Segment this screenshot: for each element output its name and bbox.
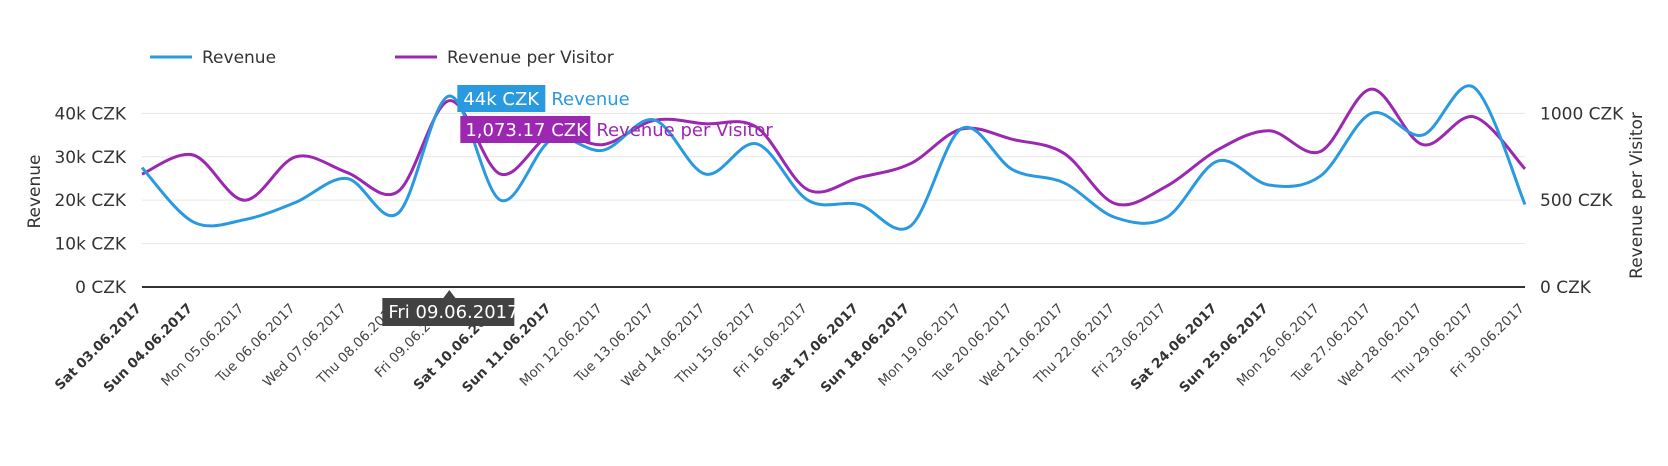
right-axis: 0 CZK 500 CZK 1000 CZK [1540,104,1624,298]
tooltip-revenue-name: Revenue [551,89,629,110]
tooltip-date: Fri 09.06.2017 [382,290,519,326]
right-tick-label: 0 CZK [1540,278,1592,298]
x-tick-label: Sat 03.06.2017 [52,301,145,394]
x-tick-label: Sun 18.06.2017 [818,301,914,397]
left-axis: 0 CZK 10k CZK 20k CZK 30k CZK 40k CZK [54,104,126,298]
x-tick-label: Sat 17.06.2017 [769,301,862,394]
tooltip: 44k CZK Revenue 1,073.17 CZK Revenue per… [382,85,773,326]
tooltip-date-arrow [443,290,456,298]
legend-label-rpv: Revenue per Visitor [447,48,614,68]
left-tick-label: 30k CZK [54,148,126,168]
x-tick-label: Sat 24.06.2017 [1128,301,1221,394]
tooltip-date-box [382,298,515,326]
tooltip-rpv-box [460,116,591,143]
legend-item-revenue[interactable]: Revenue [150,48,276,68]
tooltip-revenue-box [457,85,546,112]
right-axis-title: Revenue per Visitor [1627,112,1647,279]
legend[interactable]: Revenue Revenue per Visitor [150,48,614,68]
right-tick-label: 1000 CZK [1540,104,1624,124]
right-tick-label: 500 CZK [1540,191,1613,211]
left-tick-label: 0 CZK [75,278,127,298]
series-lines [140,84,1527,231]
left-tick-label: 40k CZK [54,104,126,124]
tooltip-rpv: 1,073.17 CZK Revenue per Visitor [460,116,773,143]
legend-label-revenue: Revenue [202,48,276,68]
tooltip-rpv-name: Revenue per Visitor [596,120,773,141]
series-line-revenue [140,84,1527,231]
series-line-revenue-per-visitor [141,87,1527,207]
tooltip-rpv-value: 1,073.17 CZK [465,120,589,141]
left-tick-label: 10k CZK [54,235,126,255]
x-tick-label: Sun 04.06.2017 [101,301,197,397]
tooltip-revenue: 44k CZK Revenue [457,85,630,112]
left-tick-label: 20k CZK [54,191,126,211]
legend-item-rpv[interactable]: Revenue per Visitor [395,48,614,68]
tooltip-revenue-value: 44k CZK [463,89,540,110]
left-axis-title: Revenue [25,154,45,228]
tooltip-date-text: Fri 09.06.2017 [388,302,518,323]
x-tick-label: Sun 25.06.2017 [1176,301,1272,397]
